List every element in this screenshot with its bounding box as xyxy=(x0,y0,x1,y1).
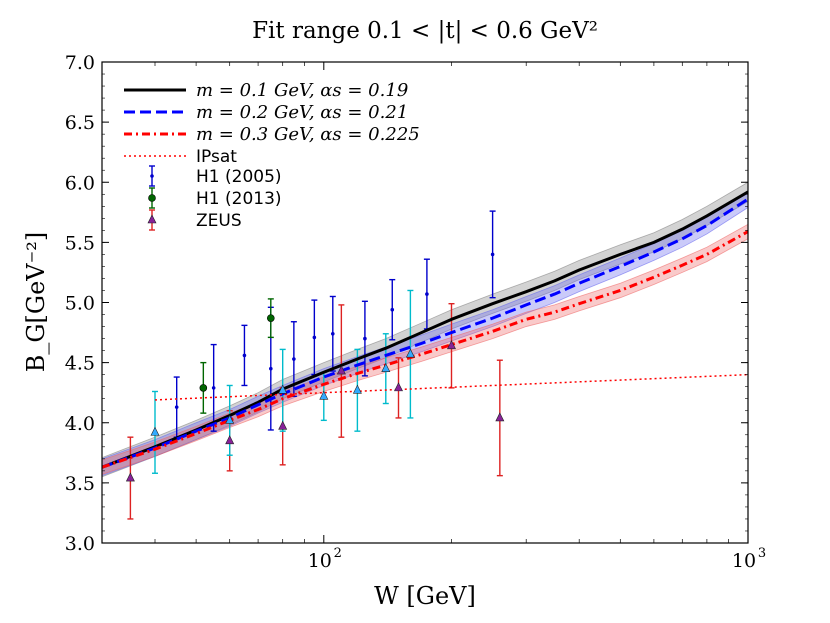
data-point-2-2 xyxy=(278,420,288,430)
series-line-2 xyxy=(102,230,748,469)
legend-label: ZEUS xyxy=(196,211,242,231)
data-point-3-6 xyxy=(405,348,415,358)
data-point-3-1 xyxy=(225,414,235,424)
y-tick-label: 5.0 xyxy=(65,293,95,315)
legend-entry-4: H1 (2005) xyxy=(149,165,282,187)
legend-entry-0: m = 0.1 GeV, αs = 0.19 xyxy=(124,80,408,101)
y-tick-label: 4.0 xyxy=(65,413,95,435)
legend-entry-5: H1 (2013) xyxy=(148,187,282,209)
chart-title: Fit range 0.1 < |t| < 0.6 GeV² xyxy=(252,18,598,44)
data-point-3-0 xyxy=(150,426,160,436)
legend-marker xyxy=(150,174,154,178)
legend-label: H1 (2013) xyxy=(196,189,282,209)
x-tick-exponent: 3 xyxy=(758,546,766,561)
data-point-0-0 xyxy=(174,405,179,409)
x-axis: 10 2 10 3 xyxy=(101,62,766,572)
data-markers xyxy=(125,252,505,482)
y-tick-label: 6.0 xyxy=(65,172,95,194)
legend-entry-3: IPsat xyxy=(124,147,237,167)
data-point-0-1 xyxy=(211,386,216,390)
y-tick-label: 3.5 xyxy=(65,473,95,495)
y-tick-label: 6.5 xyxy=(65,112,95,134)
data-point-0-2 xyxy=(242,353,247,358)
y-tick-label: 4.5 xyxy=(65,353,95,375)
data-point-0-6 xyxy=(330,331,335,336)
band-1 xyxy=(102,190,748,477)
y-axis: 3.0 3.5 4.0 4.5 5.0 5.5 6.0 6.5 7.0 xyxy=(65,52,748,555)
y-tick-label: 7.0 xyxy=(65,52,95,74)
data-point-3-5 xyxy=(381,362,391,372)
legend-label: m = 0.3 GeV, αs = 0.225 xyxy=(196,124,420,145)
data-point-3-4 xyxy=(352,384,362,394)
data-point-2-3 xyxy=(336,365,346,375)
y-tick-label: 5.5 xyxy=(65,232,95,254)
legend-label: m = 0.2 GeV, αs = 0.21 xyxy=(196,102,408,123)
legend-entry-1: m = 0.2 GeV, αs = 0.21 xyxy=(124,102,408,123)
series-lines xyxy=(102,190,748,469)
y-axis-label: B_G[GeV⁻²] xyxy=(22,232,50,373)
data-point-1-1 xyxy=(267,314,275,322)
data-point-2-0 xyxy=(125,472,135,482)
x-tick-exponent: 2 xyxy=(334,546,342,561)
data-point-2-5 xyxy=(447,340,456,350)
legend-entry-2: m = 0.3 GeV, αs = 0.225 xyxy=(124,124,420,145)
x-axis-label: W [GeV] xyxy=(374,582,476,610)
legend: m = 0.1 GeV, αs = 0.19m = 0.2 GeV, αs = … xyxy=(124,80,420,231)
data-point-3-2 xyxy=(278,384,288,394)
legend-marker xyxy=(148,194,156,202)
series-line-3 xyxy=(154,373,748,401)
data-point-0-10 xyxy=(490,252,495,257)
error-bars xyxy=(127,210,503,520)
data-point-3-3 xyxy=(319,390,329,400)
data-point-0-4 xyxy=(292,357,296,361)
legend-label: m = 0.1 GeV, αs = 0.19 xyxy=(196,80,408,101)
data-point-0-8 xyxy=(390,307,395,312)
data-point-2-4 xyxy=(394,382,403,392)
legend-marker xyxy=(147,214,157,224)
data-point-2-6 xyxy=(495,412,505,422)
series-line-0 xyxy=(102,190,748,469)
legend-entry-6: ZEUS xyxy=(147,209,242,231)
y-tick-label: 3.0 xyxy=(65,533,95,555)
legend-label: H1 (2005) xyxy=(196,167,282,187)
data-point-0-7 xyxy=(363,336,367,341)
data-point-0-9 xyxy=(425,292,429,296)
data-point-1-0 xyxy=(199,384,208,392)
series-line-1 xyxy=(102,197,748,469)
x-tick-label: 10 xyxy=(308,550,332,572)
data-point-2-1 xyxy=(225,435,235,445)
x-tick-label: 10 xyxy=(732,550,756,572)
legend-label: IPsat xyxy=(196,147,237,167)
data-point-0-3 xyxy=(269,366,273,371)
data-point-0-5 xyxy=(312,335,317,340)
